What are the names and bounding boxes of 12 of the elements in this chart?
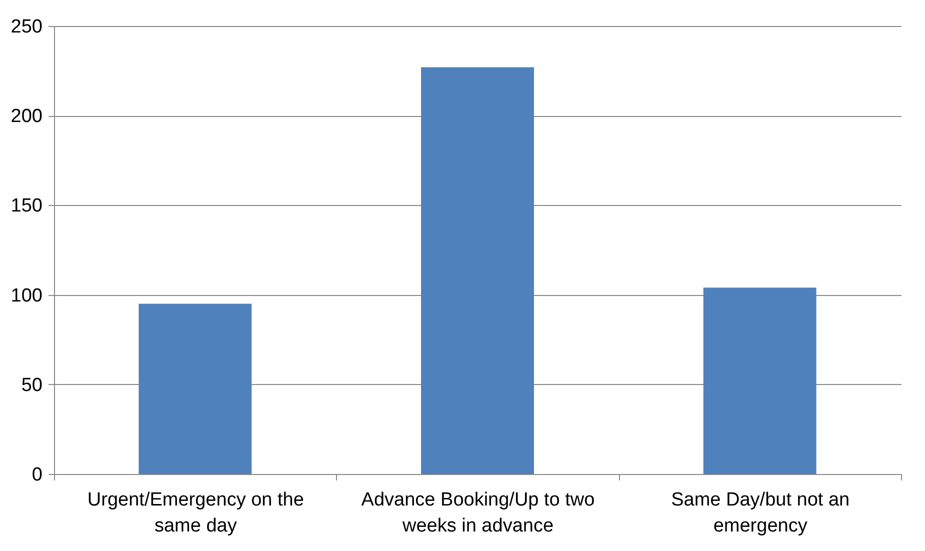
y-tick-label: 200 — [10, 106, 42, 128]
bar — [703, 288, 816, 474]
y-tick-label: 250 — [10, 16, 42, 38]
y-tick-label: 50 — [21, 374, 42, 396]
y-tick-label: 100 — [10, 285, 42, 306]
x-tick-label: Same Day/but not an emergency — [671, 490, 850, 536]
y-tick-label: 0 — [32, 464, 42, 486]
x-tick-label: Advance Booking/Up to two weeks in advance — [361, 490, 595, 536]
bar — [421, 67, 534, 474]
y-tick-label: 150 — [10, 196, 42, 217]
bar — [138, 304, 252, 474]
x-tick-label: Urgent/Emergency on the same day — [87, 490, 304, 536]
